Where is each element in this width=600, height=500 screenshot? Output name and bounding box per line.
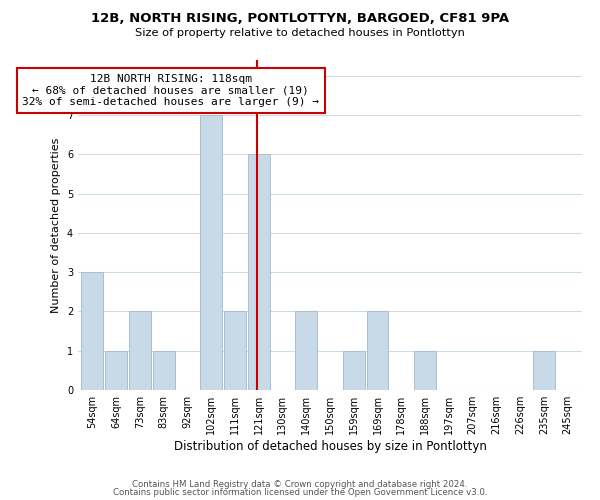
Text: Contains HM Land Registry data © Crown copyright and database right 2024.: Contains HM Land Registry data © Crown c… [132, 480, 468, 489]
Text: 12B, NORTH RISING, PONTLOTTYN, BARGOED, CF81 9PA: 12B, NORTH RISING, PONTLOTTYN, BARGOED, … [91, 12, 509, 26]
Bar [200, 115, 222, 390]
Bar [367, 312, 388, 390]
Bar [82, 272, 103, 390]
Text: Size of property relative to detached houses in Pontlottyn: Size of property relative to detached ho… [135, 28, 465, 38]
Bar [533, 350, 555, 390]
Bar [414, 350, 436, 390]
Bar [295, 312, 317, 390]
Text: Contains public sector information licensed under the Open Government Licence v3: Contains public sector information licen… [113, 488, 487, 497]
Bar [129, 312, 151, 390]
Y-axis label: Number of detached properties: Number of detached properties [52, 138, 61, 312]
X-axis label: Distribution of detached houses by size in Pontlottyn: Distribution of detached houses by size … [173, 440, 487, 453]
Text: 12B NORTH RISING: 118sqm
← 68% of detached houses are smaller (19)
32% of semi-d: 12B NORTH RISING: 118sqm ← 68% of detach… [22, 74, 319, 107]
Bar [105, 350, 127, 390]
Bar [152, 350, 175, 390]
Bar [248, 154, 269, 390]
Bar [224, 312, 246, 390]
Bar [343, 350, 365, 390]
